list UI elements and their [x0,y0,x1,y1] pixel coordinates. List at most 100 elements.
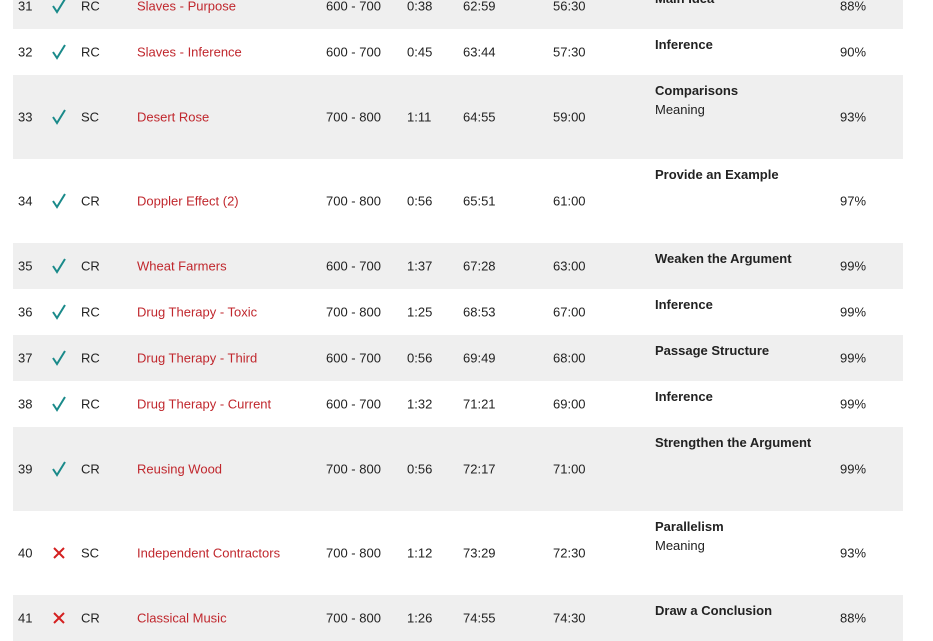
time-spent: 0:56 [407,350,433,366]
topics: Provide an Example [655,165,779,184]
result-row: 41 CR Classical Music 700 - 800 1:26 74:55 74:… [13,595,903,641]
percent-correct: 93% [840,545,867,561]
topic: Weaken the Argument [655,251,792,266]
percent-correct: 88% [840,610,867,626]
results-table: 31 RC Slaves - Purpose 600 - 700 0:38 62:59 56… [13,0,903,641]
check-icon [52,258,66,274]
target-pace: 69:00 [553,396,586,412]
result-row: 36 RC Drug Therapy - Toxic 700 - 800 1:25 68:… [13,289,903,335]
percent-correct: 88% [840,0,867,14]
topic: Inference [655,297,713,312]
cross-icon [53,547,65,559]
elapsed-time: 67:28 [463,258,496,274]
time-spent: 0:38 [407,0,433,14]
time-spent: 1:11 [407,109,432,125]
difficulty-range: 600 - 700 [326,350,381,366]
check-icon [52,350,66,366]
elapsed-time: 74:55 [463,610,496,626]
topics: Inference [655,295,713,314]
time-spent: 1:25 [407,304,433,320]
difficulty-range: 600 - 700 [326,396,381,412]
question-number: 32 [18,44,33,60]
percent-correct: 99% [840,304,867,320]
question-link[interactable]: Slaves - Purpose [137,0,236,14]
topics: Draw a Conclusion [655,601,772,620]
percent-correct: 90% [840,44,867,60]
question-link[interactable]: Drug Therapy - Toxic [137,304,258,320]
difficulty-range: 600 - 700 [326,44,381,60]
target-pace: 56:30 [553,0,586,14]
check-icon [52,44,66,60]
time-spent: 0:56 [407,193,433,209]
elapsed-time: 68:53 [463,304,496,320]
difficulty-range: 700 - 800 [326,304,381,320]
question-link[interactable]: Reusing Wood [137,461,223,477]
percent-correct: 93% [840,109,867,125]
result-row: 32 RC Slaves - Inference 600 - 700 0:45 63:44… [13,29,903,75]
topics: Passage Structure [655,341,769,360]
question-link[interactable]: Slaves - Inference [137,44,242,60]
result-row: 34 CR Doppler Effect (2) 700 - 800 0:56 65:51… [13,159,903,243]
question-link[interactable]: Drug Therapy - Current [137,396,272,412]
question-number: 39 [18,461,33,477]
result-row: 37 RC Drug Therapy - Third 600 - 700 0:56 69:… [13,335,903,381]
percent-correct: 99% [840,461,867,477]
question-type: CR [81,258,100,274]
topic: Provide an Example [655,167,779,182]
question-link[interactable]: Doppler Effect (2) [137,193,239,209]
question-link[interactable]: Desert Rose [137,109,210,125]
check-icon [52,461,66,477]
percent-correct: 99% [840,396,867,412]
result-row: 35 CR Wheat Farmers 600 - 700 1:37 67:28 63:00… [13,243,903,289]
target-pace: 67:00 [553,304,586,320]
time-spent: 0:45 [407,44,433,60]
topic: Passage Structure [655,343,770,358]
target-pace: 59:00 [553,109,586,125]
question-type: CR [81,193,100,209]
check-icon [52,304,66,320]
topics: Inference [655,387,713,406]
elapsed-time: 71:21 [463,396,496,412]
question-link[interactable]: Wheat Farmers [137,258,227,274]
topic: Inference [655,37,713,52]
result-row: 31 RC Slaves - Purpose 600 - 700 0:38 62:59 56… [13,0,903,29]
target-pace: 57:30 [553,44,586,60]
target-pace: 68:00 [553,350,586,366]
question-type: CR [81,610,100,626]
question-type: RC [81,304,100,320]
question-link[interactable]: Classical Music [137,610,227,626]
result-row: 40 SC Independent Contractors 700 - 800 1:12… [13,511,903,595]
target-pace: 72:30 [553,545,586,561]
check-icon [52,0,66,14]
question-type: SC [81,109,100,125]
topics: Main Idea [655,0,714,8]
topics: Parallelism Meaning [655,517,724,555]
topics: Inference [655,35,713,54]
topic: Parallelism [655,519,724,534]
topics: Comparisons Meaning [655,81,738,119]
target-pace: 71:00 [553,461,586,477]
elapsed-time: 72:17 [463,461,496,477]
time-spent: 0:56 [407,461,433,477]
percent-correct: 99% [840,258,867,274]
topic: Strengthen the Argument [655,435,812,450]
time-spent: 1:32 [407,396,433,412]
check-icon [52,193,66,209]
elapsed-time: 65:51 [463,193,496,209]
question-link[interactable]: Independent Contractors [137,545,281,561]
check-icon [52,396,66,412]
time-spent: 1:12 [407,545,433,561]
check-icon [52,109,66,125]
question-link[interactable]: Drug Therapy - Third [137,350,258,366]
cross-icon [53,612,65,624]
difficulty-range: 700 - 800 [326,109,381,125]
elapsed-time: 73:29 [463,545,496,561]
elapsed-time: 63:44 [463,44,496,60]
difficulty-range: 700 - 800 [326,610,381,626]
result-row: 38 RC Drug Therapy - Current 600 - 700 1:32 7… [13,381,903,427]
topic: Comparisons [655,83,739,98]
topic: Main Idea [655,0,714,8]
elapsed-time: 62:59 [463,0,496,14]
percent-correct: 97% [840,193,867,209]
